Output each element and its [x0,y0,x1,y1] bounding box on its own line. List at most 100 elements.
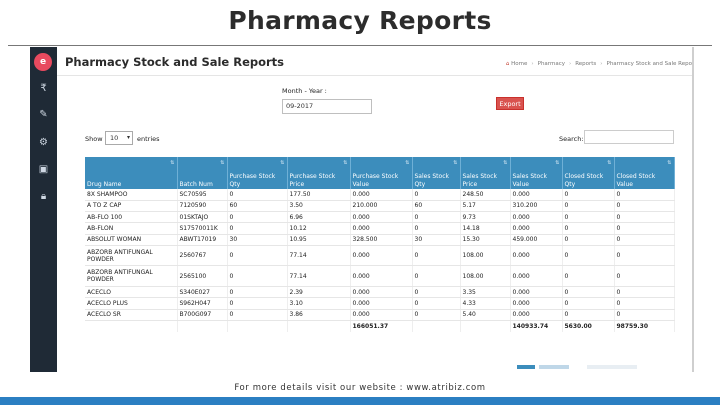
table-cell: 0.000 [510,222,563,235]
col-purchase-stock-qty[interactable]: Purchase Stock Qty ⇅ [227,157,288,189]
table-cell: 0 [614,222,675,235]
table-cell: 2560767 [177,245,228,267]
table-cell: 15.30 [460,234,511,246]
search-input[interactable] [584,130,674,144]
month-year-input[interactable]: 09-2017 [282,99,372,114]
breadcrumb-separator: › [568,61,572,67]
sort-icon: ⇅ [405,160,410,166]
col-purchase-stock-value[interactable]: Purchase Stock Value ⇅ [350,157,413,189]
caret-down-icon: ▾ [126,134,130,141]
pagination-bar [587,365,637,369]
table-row: ACECLO PLUS S962H047 0 3.10 0.000 0 4.33 0.000 0… [85,297,675,310]
app-logo[interactable]: e [34,53,52,71]
total-cell: 5630.00 [562,320,615,333]
table-cell: 0 [562,234,615,246]
table-cell: AB-FLO 100 [85,211,178,224]
table-cell: 30 [227,234,288,246]
table-cell: 0.000 [510,189,563,201]
table-cell: 459.000 [510,234,563,246]
briefcase-icon[interactable]: ▣ [38,164,49,175]
col-sales-stock-value[interactable]: Sales Stock Value ⇅ [510,157,563,189]
table-cell: 0 [412,309,461,321]
table-cell: 0 [227,297,288,310]
table-cell: 60 [227,200,288,213]
total-cell: 98759.30 [614,320,675,333]
table-cell: 3.50 [287,200,351,213]
page-length-value: 10 [110,134,119,142]
col-drug-name[interactable]: Drug Name ⇅ [85,157,178,189]
breadcrumb: ⌂ Home › Pharmacy › Reports › Pharmacy Stock a… [506,61,692,67]
table-cell: 4.33 [460,297,511,310]
table-cell: 0 [412,245,461,267]
breadcrumb-separator: › [600,61,603,67]
table-cell: 0 [227,286,288,299]
table-row: ABZORB ANTIFUNGAL POWDER 2565100 0 77.14 0.0… [85,265,675,287]
main-content: Pharmacy Stock and Sale Reports ⌂ Home › P… [57,47,692,372]
table-cell: 0 [412,211,461,224]
sort-icon: ⇅ [667,160,672,166]
total-cell [85,320,178,333]
page-heading: Pharmacy Stock and Sale Reports [65,55,285,69]
table-cell: 0 [614,245,675,267]
table-cell: 0 [227,222,288,235]
breadcrumb-reports[interactable]: Reports [575,61,597,67]
sort-icon: ⇅ [220,160,225,166]
edit-icon[interactable]: ✎ [39,109,48,120]
table-cell: 0 [227,309,288,321]
page-length-select[interactable]: 10 ▾ [105,131,133,145]
table-row: ACECLO SR B700G097 0 3.86 0.000 0 5.40 0.000 0 0 [85,309,675,321]
table-cell: 0 [562,286,615,299]
table-cell: 0 [562,211,615,224]
entries-label: entries [137,135,160,143]
table-cell: 0 [614,297,675,310]
table-cell: 0.000 [350,211,413,224]
table-cell: 0 [614,309,675,321]
col-closed-stock-value[interactable]: Closed Stock Value ⇅ [614,157,675,189]
home-icon[interactable]: ⌂ [505,61,512,67]
table-cell: 7120590 [177,200,228,213]
col-sales-stock-qty[interactable]: Sales Stock Qty ⇅ [412,157,461,189]
total-cell [177,320,228,333]
breadcrumb-pharmacy[interactable]: Pharmacy [537,61,565,67]
table-cell: 77.14 [287,245,351,267]
table-cell: 310.200 [510,200,563,213]
table-header-row: Drug Name ⇅ Batch Num ⇅ Purchase Stock Qty… [85,157,675,189]
table-cell: 3.35 [460,286,511,299]
export-button[interactable]: Export [496,97,524,110]
pagination-current[interactable] [517,365,535,369]
table-cell: 60 [412,200,461,213]
table-cell: 0 [614,234,675,246]
total-cell [287,320,351,333]
table-cell: 8X SHAMPOO [85,189,178,201]
table-cell: ABWT17019 [177,234,228,246]
search-label: Search: [559,135,584,143]
total-cell: 166051.37 [350,320,413,333]
table-cell: 6.96 [287,211,351,224]
table-cell: 0 [614,200,675,213]
app-screenshot: e ₹ ✎ ⚙ ▣ 🔒︎ Pharmacy Stock and Sale Rep… [30,47,692,372]
table-cell: 0 [562,297,615,310]
table-cell: 0 [412,189,461,201]
col-closed-stock-qty[interactable]: Closed Stock Qty ⇅ [562,157,615,189]
table-cell: 0.000 [510,297,563,310]
col-sales-stock-price[interactable]: Sales Stock Price ⇅ [460,157,511,189]
breadcrumb-current: Pharmacy Stock and Sale Repo [606,61,693,67]
table-cell: 0 [227,265,288,287]
table-row: AB-FLON S17570011K 0 10.12 0.000 0 14.18 0.000 0… [85,222,675,235]
col-batch-num[interactable]: Batch Num ⇅ [177,157,228,189]
total-cell [412,320,461,333]
table-row: ACECLO S340E027 0 2.39 0.000 0 3.35 0.000 0 0 [85,286,675,299]
table-cell: 0.000 [510,286,563,299]
col-purchase-stock-price[interactable]: Purchase Stock Price ⇅ [287,157,351,189]
table-cell: S962H047 [177,297,228,310]
table-cell: A TO Z CAP [85,200,178,213]
table-cell: B700G097 [177,309,228,321]
table-body: 8X SHAMPOO SC70595 0 177.50 0.000 0 248.50 0.00… [85,189,675,333]
lock-icon[interactable]: 🔒︎ [40,191,47,202]
rupee-icon[interactable]: ₹ [40,83,47,94]
pagination-next[interactable] [539,365,569,369]
table-cell: 9.73 [460,211,511,224]
table-cell: 0 [562,245,615,267]
gear-icon[interactable]: ⚙ [39,137,48,148]
breadcrumb-home[interactable]: Home [511,61,528,67]
